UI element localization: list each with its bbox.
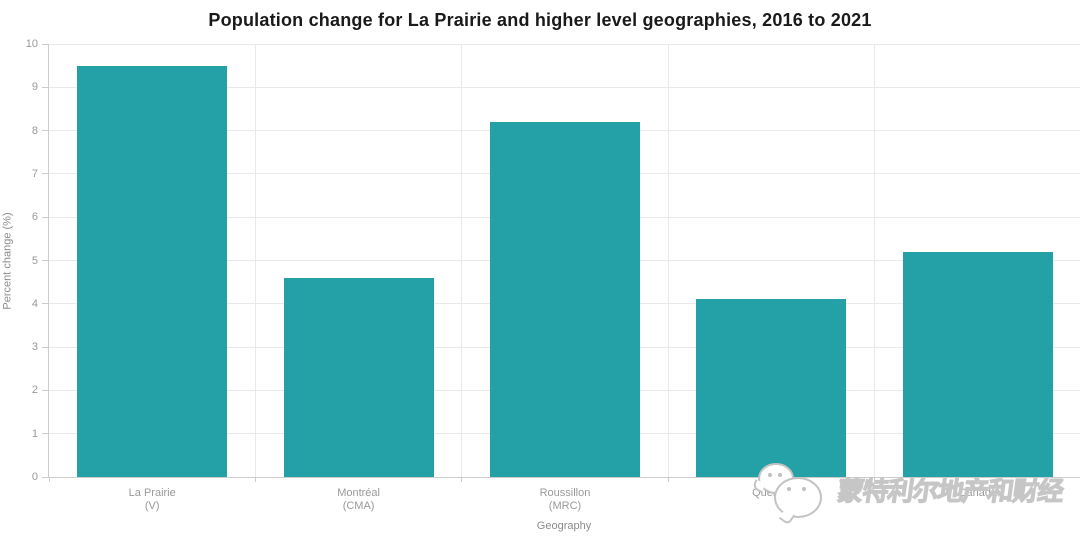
x-tick-label-line: Roussillon bbox=[539, 487, 591, 499]
x-tick-mark bbox=[667, 477, 669, 482]
chat-bubble-icon bbox=[774, 477, 822, 518]
y-tick-label: 2 bbox=[31, 384, 38, 397]
x-tick-label-line: (CMA) bbox=[342, 500, 375, 512]
v-gridline bbox=[254, 44, 256, 477]
y-tick-label: 8 bbox=[31, 124, 38, 137]
bar bbox=[283, 277, 434, 477]
y-tick-label: 10 bbox=[25, 38, 38, 50]
y-tick-mark bbox=[42, 216, 49, 218]
y-tick-label: 9 bbox=[31, 81, 38, 94]
y-tick-mark bbox=[42, 173, 49, 175]
y-tick-label: 5 bbox=[31, 254, 38, 267]
watermark: 蒙特利尔地产和财经 bbox=[744, 460, 1066, 518]
x-tick-label-line: (V) bbox=[144, 500, 160, 512]
y-tick-mark bbox=[42, 43, 49, 45]
y-tick-label: 6 bbox=[31, 211, 38, 224]
y-tick-label: 7 bbox=[31, 167, 38, 180]
bar bbox=[902, 251, 1053, 477]
x-tick-label: La Prairie (V) bbox=[49, 487, 255, 513]
bar bbox=[77, 65, 228, 477]
x-tick-mark bbox=[874, 477, 876, 482]
y-tick-mark bbox=[42, 130, 49, 132]
x-tick-mark bbox=[461, 477, 463, 482]
h-gridline bbox=[49, 476, 1080, 478]
x-tick-label-line: La Prairie bbox=[128, 487, 176, 499]
y-tick-mark bbox=[42, 86, 49, 88]
v-gridline bbox=[667, 44, 669, 477]
y-tick-label: 1 bbox=[31, 427, 38, 440]
wechat-logo-icon bbox=[744, 460, 838, 518]
plot-area: 0 1 2 3 4 5 6 7 8 9 10 La Prairie (V) Montréal (CMA) Ro… bbox=[26, 38, 1080, 512]
y-tick-label: 0 bbox=[31, 471, 38, 483]
chart-title: Population change for La Prairie and hig… bbox=[208, 10, 872, 30]
y-tick-mark bbox=[42, 389, 49, 391]
x-axis-title: Geography bbox=[536, 520, 592, 532]
h-gridline bbox=[49, 86, 1080, 88]
y-tick-mark bbox=[42, 260, 49, 261]
x-tick-label-line: Montréal bbox=[337, 487, 380, 499]
x-tick-label: Roussillon (MRC) bbox=[462, 487, 668, 513]
watermark-text: 蒙特利尔地产和财经 bbox=[835, 475, 1065, 506]
x-tick-label: Canada bbox=[875, 487, 1080, 500]
x-tick-mark bbox=[48, 477, 50, 482]
y-tick-mark bbox=[42, 433, 49, 435]
bar bbox=[696, 299, 847, 477]
v-gridline bbox=[874, 44, 876, 477]
x-tick-label-line: Canada bbox=[958, 487, 998, 499]
y-tick-label: 4 bbox=[31, 297, 38, 310]
y-tick-label: 3 bbox=[31, 341, 38, 354]
y-axis-title-text: Percent change (%) bbox=[2, 211, 14, 310]
y-axis-title: Percent change (%) bbox=[0, 44, 16, 477]
x-tick-mark bbox=[254, 477, 256, 482]
v-gridline bbox=[461, 44, 463, 477]
x-tick-label-line: (MRC) bbox=[548, 500, 582, 512]
bar bbox=[490, 121, 640, 477]
y-tick-mark bbox=[42, 476, 49, 478]
y-tick-mark bbox=[42, 303, 49, 305]
y-tick-mark bbox=[42, 346, 49, 348]
x-tick-label: Montréal (CMA) bbox=[255, 487, 461, 513]
h-gridline bbox=[49, 43, 1080, 45]
